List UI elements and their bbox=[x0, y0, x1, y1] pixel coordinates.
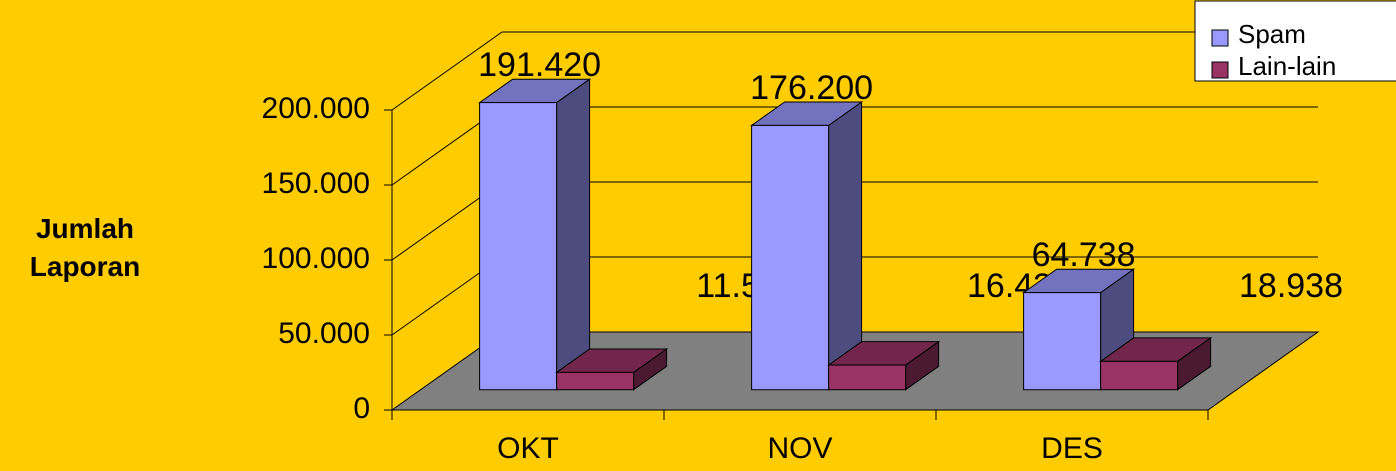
y-tick-label: 150.000 bbox=[262, 167, 370, 200]
y-tick-label: 100.000 bbox=[262, 242, 370, 275]
bar bbox=[751, 124, 830, 391]
legend-label: Spam bbox=[1238, 19, 1306, 49]
y-tick-label: 0 bbox=[353, 392, 370, 425]
grid-line bbox=[391, 31, 503, 111]
value-label: 176.200 bbox=[750, 69, 873, 107]
legend-swatch bbox=[1211, 61, 1229, 79]
y-tick-label: 200.000 bbox=[262, 92, 370, 125]
bar bbox=[828, 364, 907, 391]
value-label: 18.938 bbox=[1239, 267, 1343, 305]
legend-label: Lain-lain bbox=[1238, 51, 1336, 81]
bar bbox=[479, 102, 558, 391]
y-tick-label: 50.000 bbox=[278, 317, 370, 350]
x-tick-label: DES bbox=[1041, 432, 1103, 465]
bar bbox=[1100, 360, 1179, 391]
bar bbox=[556, 371, 635, 391]
x-tick-label: OKT bbox=[497, 432, 559, 465]
value-label: 64.738 bbox=[1032, 236, 1136, 274]
bar bbox=[1023, 292, 1102, 391]
y-axis-label: Jumlah Laporan bbox=[29, 213, 141, 282]
bar-side bbox=[556, 78, 591, 391]
value-label: 191.420 bbox=[478, 46, 601, 84]
legend-swatch bbox=[1211, 29, 1229, 47]
x-tick-label: NOV bbox=[767, 432, 832, 465]
